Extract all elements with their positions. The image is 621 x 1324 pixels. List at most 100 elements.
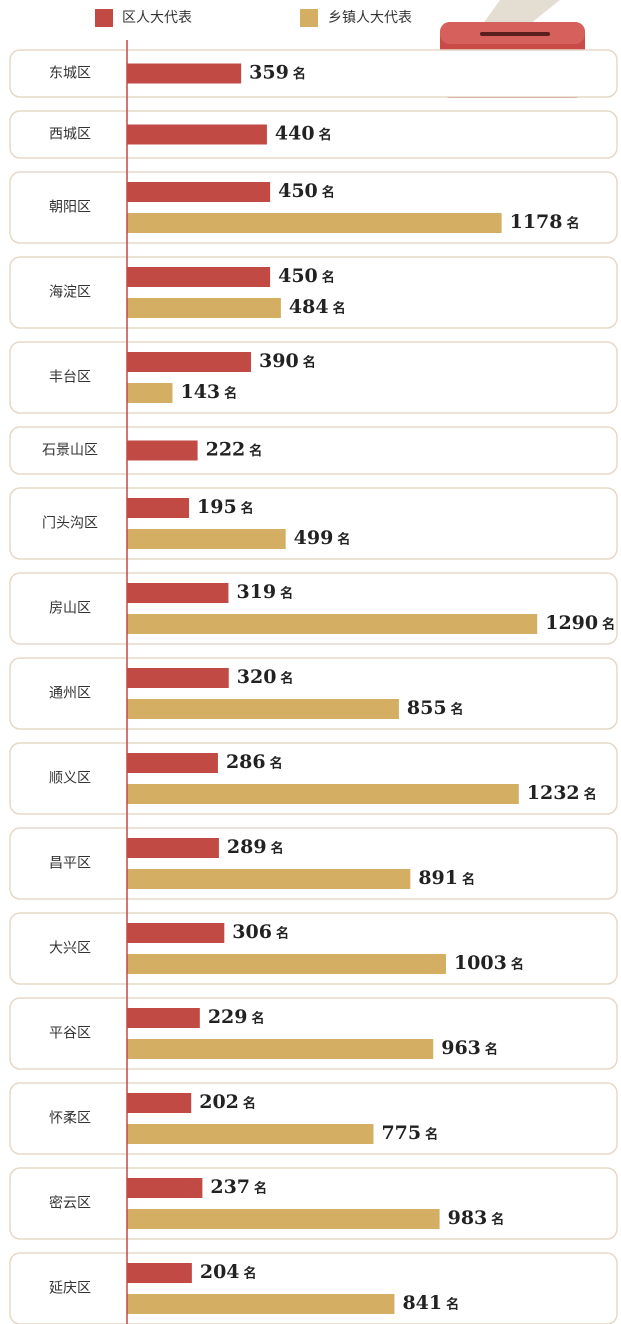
category-label: 通州区	[49, 686, 91, 702]
value-unit: 名	[446, 1297, 459, 1313]
value-label: 1290	[545, 612, 598, 634]
bar	[127, 441, 198, 461]
bar	[127, 1093, 191, 1113]
value-unit: 名	[322, 185, 335, 201]
legend-swatch	[95, 9, 113, 27]
category-label: 延庆区	[49, 1281, 91, 1297]
value-unit: 名	[254, 1181, 267, 1197]
category-label: 大兴区	[49, 941, 91, 957]
category-label: 石景山区	[42, 443, 98, 459]
category-label: 海淀区	[49, 285, 91, 301]
value-label: 359	[249, 62, 289, 84]
value-unit: 名	[584, 787, 597, 803]
bar	[127, 498, 189, 518]
bar	[127, 1294, 394, 1314]
bar	[127, 1008, 200, 1028]
category-label: 丰台区	[49, 370, 91, 386]
bar	[127, 753, 218, 773]
bar	[127, 923, 224, 943]
value-unit: 名	[243, 1096, 256, 1112]
category-label: 怀柔区	[49, 1111, 91, 1127]
bar	[127, 267, 270, 287]
bar	[127, 583, 228, 603]
value-label: 450	[278, 180, 318, 202]
value-label: 499	[294, 527, 334, 549]
category-label: 房山区	[49, 601, 91, 617]
value-label: 320	[237, 666, 277, 688]
value-unit: 名	[337, 532, 350, 548]
value-unit: 名	[251, 1011, 264, 1027]
value-label: 222	[206, 439, 246, 461]
value-label: 841	[402, 1292, 442, 1314]
category-label: 平谷区	[49, 1026, 91, 1042]
bar	[127, 213, 502, 233]
bar	[127, 699, 399, 719]
value-label: 143	[180, 381, 220, 403]
value-label: 229	[208, 1006, 248, 1028]
value-label: 891	[418, 867, 458, 889]
value-label: 202	[199, 1091, 239, 1113]
category-label: 东城区	[49, 66, 91, 82]
value-label: 1003	[454, 952, 507, 974]
legend-label: 乡镇人大代表	[328, 10, 412, 26]
value-label: 306	[232, 921, 272, 943]
category-label: 顺义区	[49, 771, 91, 787]
bar	[127, 64, 241, 84]
bar	[127, 1039, 433, 1059]
bar	[127, 1124, 373, 1144]
value-label: 195	[197, 496, 237, 518]
value-unit: 名	[462, 872, 475, 888]
value-unit: 名	[249, 443, 262, 459]
value-unit: 名	[270, 756, 283, 772]
value-unit: 名	[425, 1127, 438, 1143]
category-label: 门头沟区	[42, 516, 98, 532]
value-unit: 名	[491, 1212, 504, 1228]
row-box	[10, 50, 617, 97]
bar	[127, 352, 251, 372]
value-label: 390	[259, 350, 299, 372]
bar	[127, 838, 219, 858]
category-label: 密云区	[49, 1195, 91, 1212]
bar	[127, 614, 537, 634]
value-label: 204	[200, 1261, 240, 1283]
value-label: 484	[289, 296, 329, 318]
bar	[127, 529, 286, 549]
value-unit: 名	[602, 617, 615, 633]
value-unit: 名	[303, 355, 316, 371]
value-label: 286	[226, 751, 266, 773]
value-label: 319	[236, 581, 276, 603]
value-label: 963	[441, 1037, 481, 1059]
value-label: 450	[278, 265, 318, 287]
bar	[127, 1263, 192, 1283]
value-unit: 名	[485, 1042, 498, 1058]
bar	[127, 182, 270, 202]
value-unit: 名	[333, 301, 346, 317]
legend-swatch	[300, 9, 318, 27]
bar	[127, 668, 229, 688]
value-unit: 名	[271, 841, 284, 857]
category-label: 西城区	[49, 127, 91, 143]
bar	[127, 1178, 202, 1198]
value-unit: 名	[241, 501, 254, 517]
bar	[127, 298, 281, 318]
value-unit: 名	[276, 926, 289, 942]
value-label: 237	[210, 1176, 250, 1198]
value-unit: 名	[280, 586, 293, 602]
value-unit: 名	[224, 386, 237, 402]
bar	[127, 125, 267, 145]
value-unit: 名	[293, 66, 306, 82]
chart: 东城区359名西城区440名朝阳区450名1178名海淀区450名484名丰台区…	[0, 0, 621, 1324]
bar	[127, 1209, 440, 1229]
value-unit: 名	[244, 1266, 257, 1282]
bar	[127, 383, 172, 403]
value-label: 1232	[527, 782, 580, 804]
value-label: 775	[381, 1122, 421, 1144]
value-unit: 名	[511, 957, 524, 973]
value-label: 983	[448, 1207, 488, 1229]
row-box	[10, 427, 617, 474]
value-unit: 名	[322, 270, 335, 286]
value-unit: 名	[451, 702, 464, 718]
row-box	[10, 342, 617, 413]
bar	[127, 869, 410, 889]
bar	[127, 784, 519, 804]
